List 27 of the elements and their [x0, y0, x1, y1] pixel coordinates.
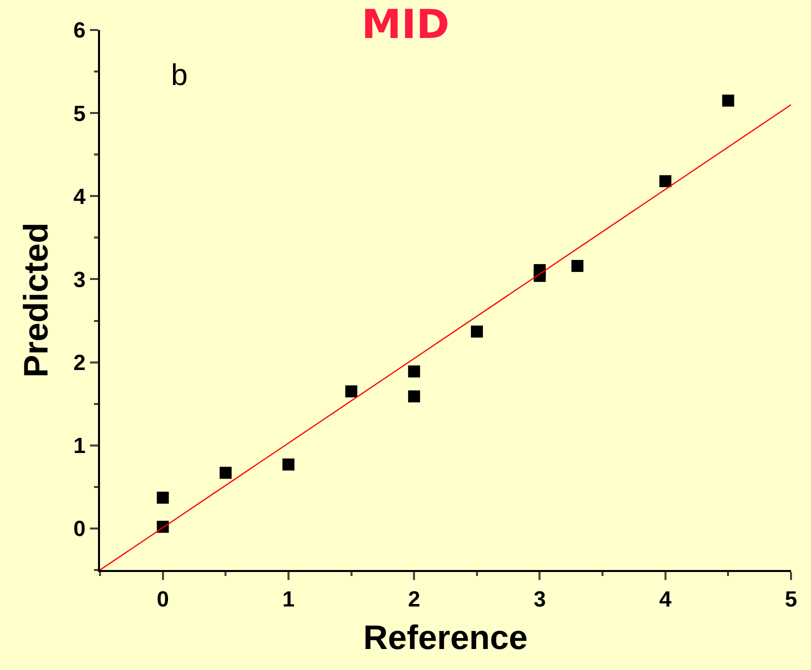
point — [408, 390, 420, 402]
annotation: b — [171, 59, 188, 92]
y-tick-label: 6 — [73, 18, 86, 43]
x-tick-label: 5 — [784, 586, 798, 612]
y-axis-title: Predicted — [17, 222, 56, 378]
x-tick-label: 1 — [282, 586, 295, 612]
x-axis-title: Reference — [363, 619, 528, 658]
point — [659, 175, 672, 188]
point — [722, 94, 734, 107]
x-tick-label: 2 — [408, 586, 420, 612]
y-tick-label: 0 — [73, 516, 86, 542]
point — [408, 365, 420, 378]
y-tick-label: 2 — [73, 350, 86, 376]
x-tick-label: 3 — [534, 586, 546, 612]
point — [571, 260, 584, 272]
y-tick-label: 1 — [73, 433, 86, 458]
point — [282, 458, 294, 470]
point — [220, 466, 232, 479]
y-tick-label: 4 — [73, 184, 86, 209]
y-tick-label: 5 — [73, 100, 86, 126]
point — [470, 326, 483, 338]
chart-title: MID — [362, 2, 450, 48]
point — [156, 492, 169, 504]
x-tick-label: 0 — [156, 586, 169, 612]
x-tick-label: 4 — [659, 586, 672, 612]
y-tick-label: 3 — [73, 266, 86, 292]
point — [345, 385, 358, 398]
